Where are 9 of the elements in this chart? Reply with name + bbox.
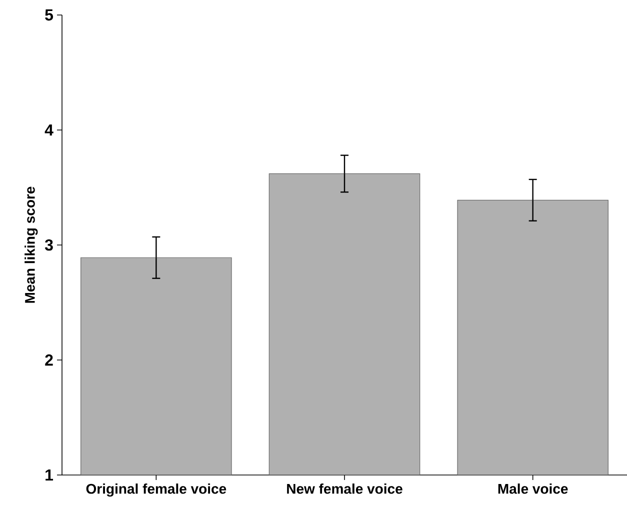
x-tick-label: Original female voice xyxy=(86,484,226,497)
y-tick-label: 5 xyxy=(45,9,54,21)
y-tick-label: 4 xyxy=(44,124,54,136)
y-tick-label: 1 xyxy=(46,469,54,480)
y-tick-label: 2 xyxy=(45,354,53,366)
x-tick-label: Male voice xyxy=(498,484,568,494)
x-tick-label: New female voice xyxy=(287,484,402,494)
y-tick-label: 3 xyxy=(44,239,53,251)
y-axis-title: Mean liking score xyxy=(24,186,38,303)
